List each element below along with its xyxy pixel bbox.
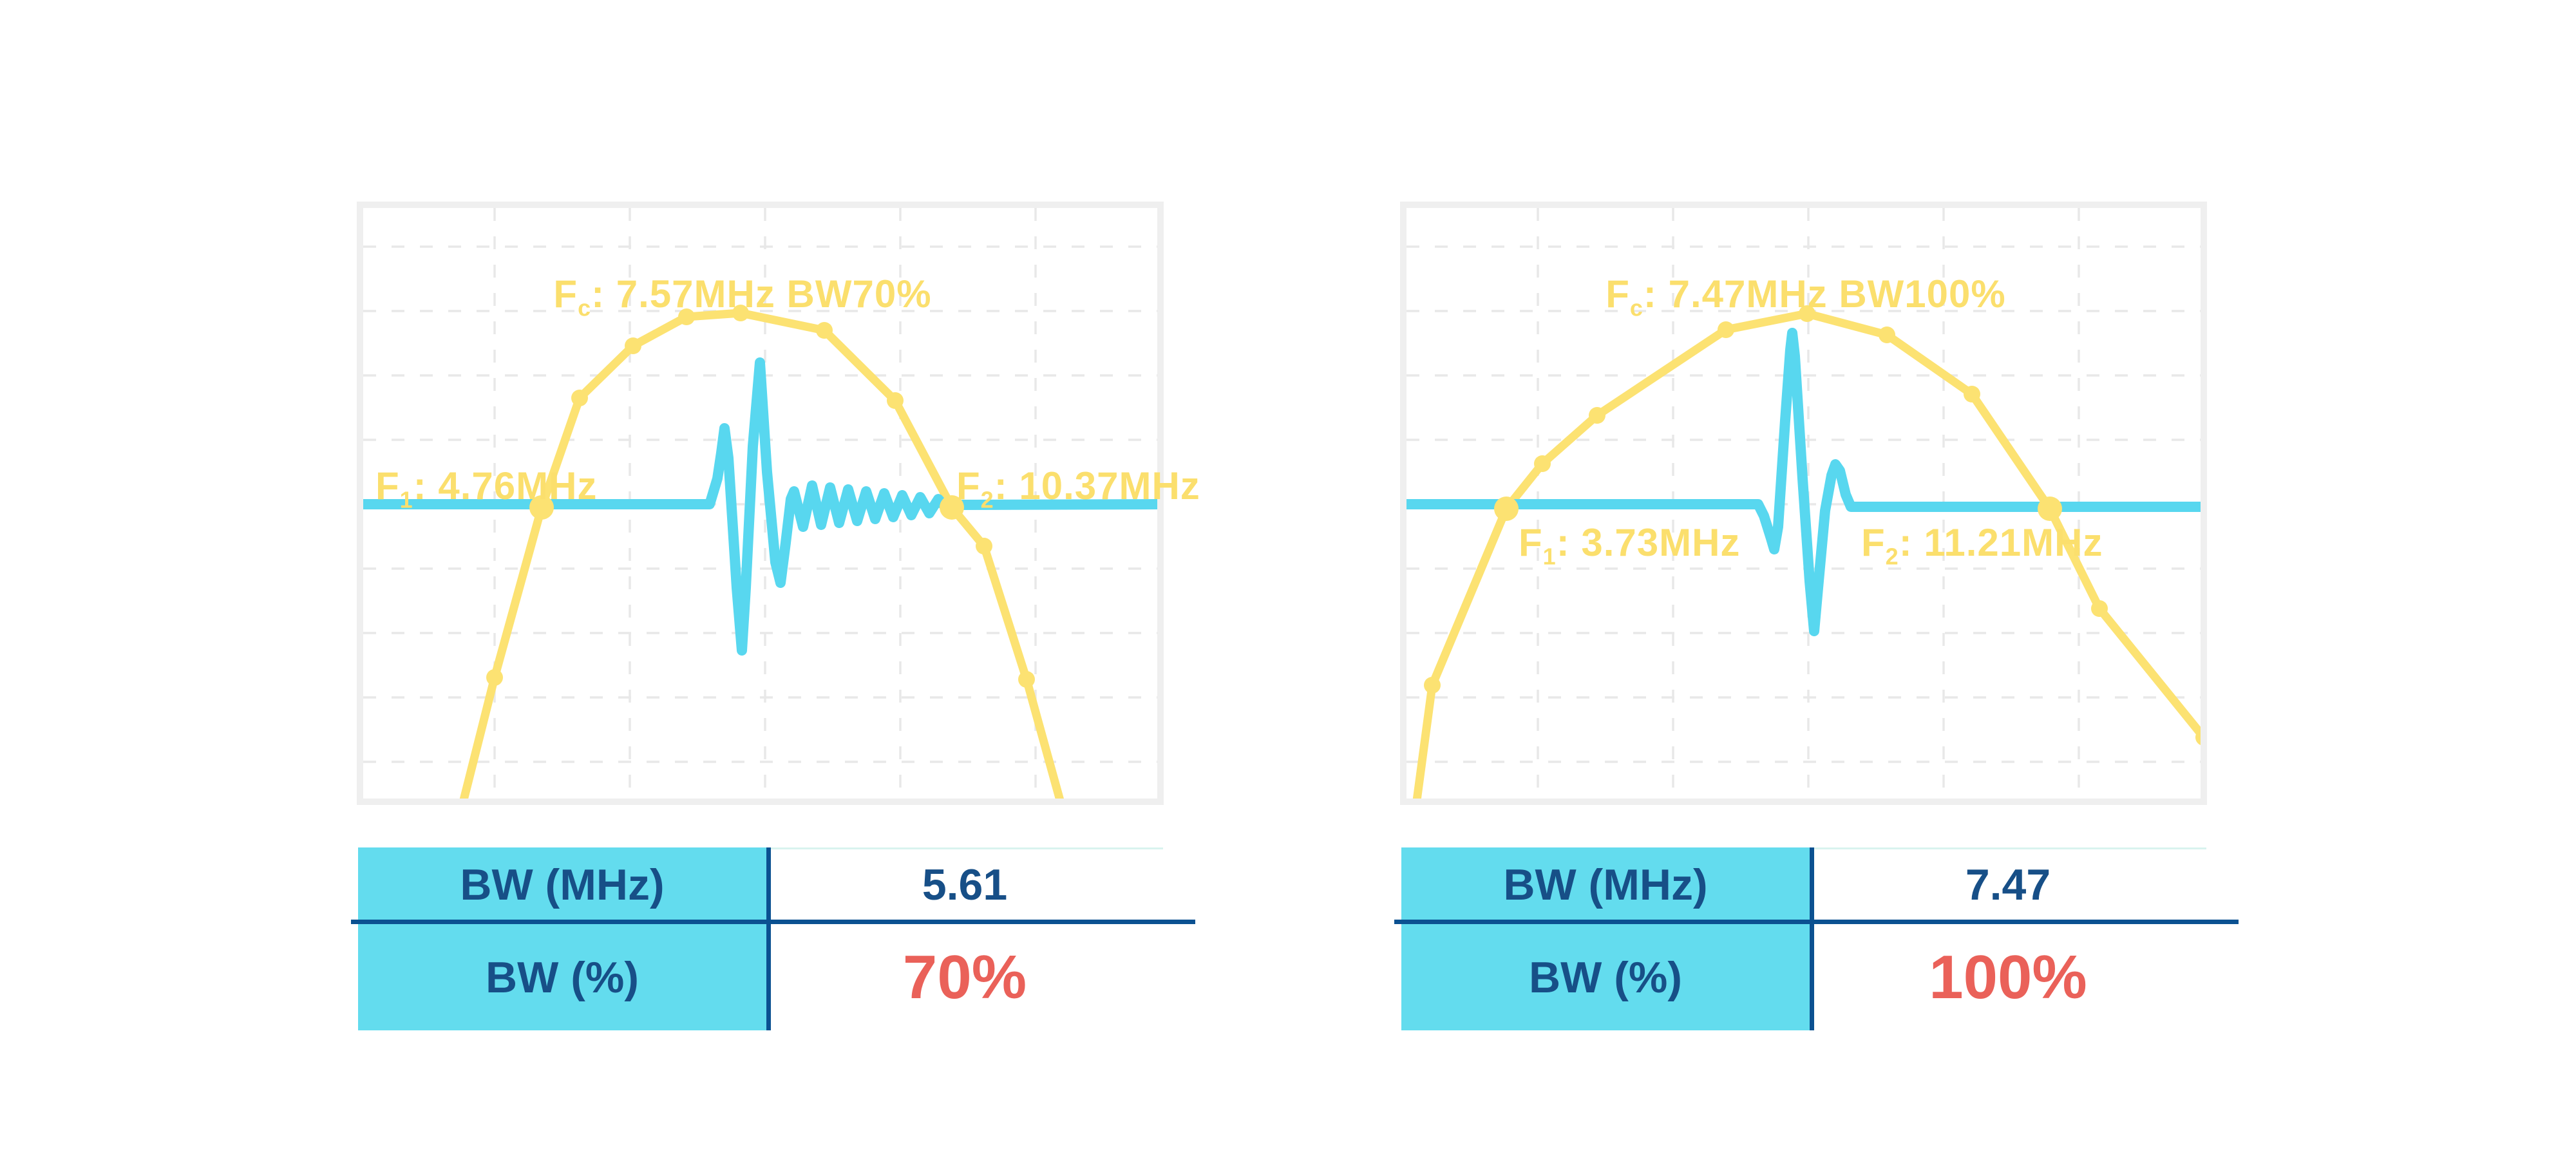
pulse-waveform [1406,328,2201,636]
table-column-divider [1810,847,1814,1030]
table-row: BW (MHz) 5.61 [358,849,1163,920]
spectrum-plot-bw100 [1406,208,2201,799]
spectrum-curve [1412,309,2201,799]
fc-annotation-prefix: F [1605,272,1630,316]
bw-pct-label: BW (%) [1529,952,1682,1002]
table-row-divider [1394,920,2239,924]
data-point-marker [887,392,904,409]
data-point-marker [625,337,641,354]
data-point-marker [1534,455,1551,472]
f1-annotation: F1: 3.73MHz [1519,524,1740,569]
f1-annotation-subscript: 1 [399,486,413,513]
data-point-marker [1879,326,1895,343]
table-label-column [1401,847,1810,1030]
fc-annotation-subscript: c [578,294,592,321]
data-point-marker [732,305,749,321]
f1-annotation-text: : 4.76MHz [413,464,598,507]
pulse-waveform [363,357,1157,656]
bw-table-bw70: BW (MHz) 5.61 BW (%) 70% [351,847,1195,1030]
data-point-marker [1589,407,1605,424]
data-point-marker [940,495,964,520]
bw-pct-label: BW (%) [486,952,639,1002]
fc-annotation-text: : 7.47MHz BW100% [1643,272,2006,316]
data-point-marker [2091,600,2108,617]
data-point-marker [1718,321,1734,338]
fc-annotation-prefix: F [553,272,578,316]
f1-annotation-subscript: 1 [1542,543,1557,570]
fc-annotation-text: : 7.57MHz BW70% [591,272,932,316]
table-label-column [358,847,766,1030]
data-point-marker [1494,497,1519,521]
spectrum-chart-bw70: Fc: 7.57MHz BW70% F1: 4.76MHz F2: 10.37M… [357,202,1200,805]
fc-annotation-subscript: c [1629,294,1643,321]
table-row-divider [351,920,1195,924]
bw-mhz-value: 5.61 [922,860,1008,909]
spectrum-chart-bw100: Fc: 7.47MHz BW100% F1: 3.73MHz F2: 11.21… [1400,202,2207,805]
table-row: BW (MHz) 7.47 [1401,849,2206,920]
f1-annotation-text: : 3.73MHz [1556,521,1741,564]
bw-mhz-label: BW (MHz) [1503,860,1708,909]
f2-annotation-text: : 11.21MHz [1899,521,2103,564]
f2-annotation-prefix: F [956,464,981,507]
table-row: BW (%) 100% [1401,924,2206,1030]
data-point-marker [678,308,695,325]
f2-annotation-subscript: 2 [1885,543,1899,570]
bw-pct-value: 100% [1929,942,2087,1012]
data-point-marker [1018,671,1035,688]
f2-annotation: F2: 10.37MHz [956,467,1200,512]
bw-mhz-label: BW (MHz) [460,860,665,909]
fc-annotation: Fc: 7.57MHz BW70% [553,275,931,320]
data-point-marker [2195,730,2201,745]
f1-annotation-prefix: F [375,464,400,507]
data-point-marker [571,390,588,406]
f1-annotation: F1: 4.76MHz [375,467,597,512]
fc-annotation: Fc: 7.47MHz BW100% [1605,275,2006,320]
data-point-marker [816,322,833,339]
bw-pct-value: 70% [902,942,1027,1012]
table-column-divider [766,847,771,1030]
data-point-marker [1964,386,1980,402]
data-point-marker [1424,677,1441,694]
f2-annotation: F2: 11.21MHz [1861,524,2103,569]
data-point-marker [976,538,992,554]
f2-annotation-text: : 10.37MHz [994,464,1200,507]
f2-annotation-prefix: F [1861,521,1886,564]
data-point-marker [2038,497,2062,521]
bw-table-bw100: BW (MHz) 7.47 BW (%) 100% [1394,847,2239,1030]
table-row: BW (%) 70% [358,924,1163,1030]
data-point-marker [486,669,503,686]
f2-annotation-subscript: 2 [980,486,994,513]
spectrum-plot-bw70 [363,208,1157,799]
bw-mhz-value: 7.47 [1965,860,2051,909]
data-point-marker [529,495,554,520]
f1-annotation-prefix: F [1519,521,1543,564]
data-point-marker [1799,305,1815,322]
